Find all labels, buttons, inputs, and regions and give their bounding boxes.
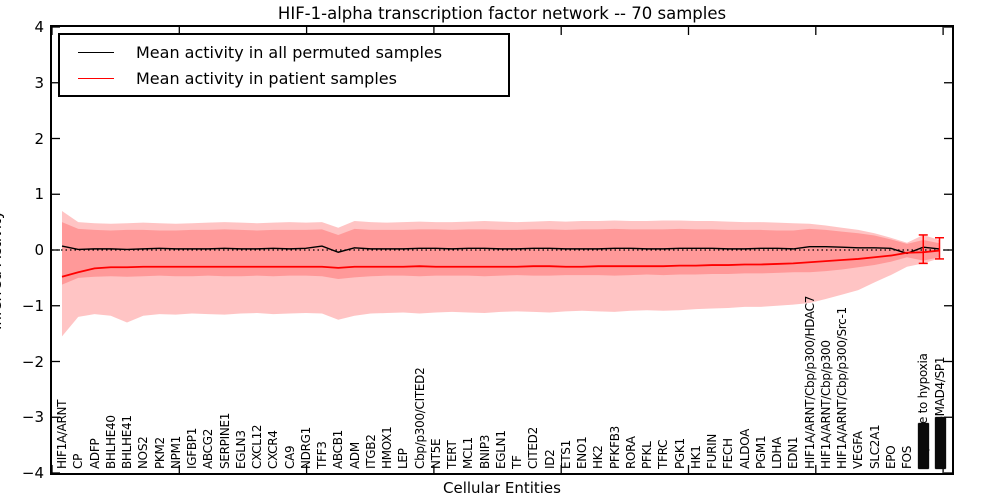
chart-title: HIF-1-alpha transcription factor network… — [277, 4, 727, 23]
x-tick-label: HIF1A/ARNT — [55, 399, 69, 469]
legend-line-sample — [78, 51, 114, 53]
series-lines — [61, 245, 940, 278]
x-tick-label: BNIP3 — [477, 434, 492, 469]
x-tick-label: EGLN3 — [233, 430, 248, 469]
x-tick-label: TFRC — [656, 439, 671, 469]
y-tick-label: −3 — [21, 408, 44, 427]
x-tick-label: PGM1 — [753, 435, 768, 469]
legend-label: Mean activity in all permuted samples — [136, 42, 443, 62]
x-tick-label: EGLN1 — [493, 430, 508, 469]
legend-entry: Mean activity in all permuted samples — [60, 39, 508, 65]
x-tick-label: SERPINE1 — [217, 412, 232, 469]
x-tick-label: BHLHE40 — [103, 415, 118, 469]
x-tick-label: TF — [510, 455, 524, 469]
y-tick-label: −4 — [21, 464, 44, 482]
x-tick-label: ITGB2 — [363, 434, 378, 469]
series-line — [61, 245, 940, 255]
band — [62, 210, 940, 337]
x-tick-label: HIF1A/ARNT/Cbp/p300/Src-1 — [835, 307, 849, 469]
legend-line-sample — [78, 77, 114, 79]
series-line — [61, 249, 940, 278]
x-tick-label: LDHA — [770, 437, 784, 469]
confidence-bands — [62, 210, 940, 337]
x-tick-label: ENO1 — [575, 436, 589, 469]
band — [62, 222, 940, 285]
x-tick-label: ABCB1 — [331, 430, 346, 469]
x-tick-label: HK2 — [591, 445, 606, 469]
x-axis-label: Cellular Entities — [443, 479, 561, 497]
x-tick-label: FURIN — [705, 433, 719, 469]
x-tick-label: VEGFA — [851, 431, 866, 469]
x-tick-label: FECH — [721, 438, 736, 469]
overlapping-labels-blob — [934, 417, 946, 469]
error-bars — [918, 234, 944, 265]
plot-svg — [52, 27, 952, 473]
x-tick-label: LEP — [396, 448, 411, 469]
y-tick-label: 3 — [34, 73, 44, 92]
x-tick-label: TFF3 — [315, 441, 329, 469]
x-tick-label: NPM1 — [168, 435, 183, 469]
x-tick-label: ABCG2 — [201, 428, 216, 469]
x-tick-label: TERT — [445, 440, 459, 469]
x-tick-label: HK1 — [688, 445, 703, 469]
x-tick-label: RORA — [623, 436, 638, 469]
x-tick-label: PGK1 — [672, 438, 687, 469]
x-tick-label: ID2 — [542, 449, 557, 469]
x-tick-label: CITED2 — [526, 427, 541, 469]
x-tick-label: ADM — [347, 442, 362, 469]
x-tick-label: HIF1A/ARNT/Cbp/p300 — [818, 340, 833, 469]
x-tick-label: MCL1 — [461, 437, 476, 469]
x-tick-label: NT5E — [428, 438, 443, 469]
x-tick-label: SLC2A1 — [867, 424, 882, 469]
x-tick-label: ETS1 — [558, 440, 573, 469]
overlapping-labels-blob — [918, 423, 930, 469]
x-tick-label: EDN1 — [786, 436, 801, 469]
x-tick-label: NOS2 — [136, 436, 151, 469]
x-tick-label: HIF1A/ARNT/Cbp/p300/HDAC7 — [802, 295, 817, 469]
x-tick-label: Cbp/p300/CITED2 — [412, 367, 427, 469]
x-tick-label: ALDOA — [737, 428, 752, 469]
legend-label: Mean activity in patient samples — [136, 68, 397, 88]
x-tick-label: EPO — [883, 445, 898, 469]
x-tick-label: HMOX1 — [380, 426, 394, 469]
legend: Mean activity in all permuted samples Mea… — [58, 33, 510, 97]
x-tick-label: BHLHE41 — [120, 415, 134, 469]
x-tick-label: FOS — [900, 445, 914, 469]
x-tick-label: CXCR4 — [266, 430, 281, 469]
x-tick-label: PKM2 — [152, 437, 167, 469]
y-tick-label: 4 — [34, 18, 44, 36]
x-tick-label: CXCL12 — [250, 424, 264, 469]
x-tick-label: CA9 — [282, 445, 297, 469]
x-tick-label: PFKL — [640, 441, 654, 470]
x-tick-label: ADFP — [87, 438, 102, 469]
y-tick-label: −1 — [21, 296, 44, 315]
plot-area — [50, 25, 954, 475]
y-tick-label: 1 — [34, 185, 44, 204]
x-tick-label: IGFBP1 — [185, 427, 199, 469]
y-tick-label: 2 — [34, 129, 44, 148]
x-tick-label: NDRG1 — [298, 427, 313, 469]
x-tick-label: PFKFB3 — [607, 426, 622, 469]
y-tick-label: −2 — [21, 352, 44, 371]
legend-entry: Mean activity in patient samples — [60, 65, 508, 91]
x-tick-label: CP — [71, 453, 86, 469]
y-tick-label: 0 — [34, 241, 44, 259]
